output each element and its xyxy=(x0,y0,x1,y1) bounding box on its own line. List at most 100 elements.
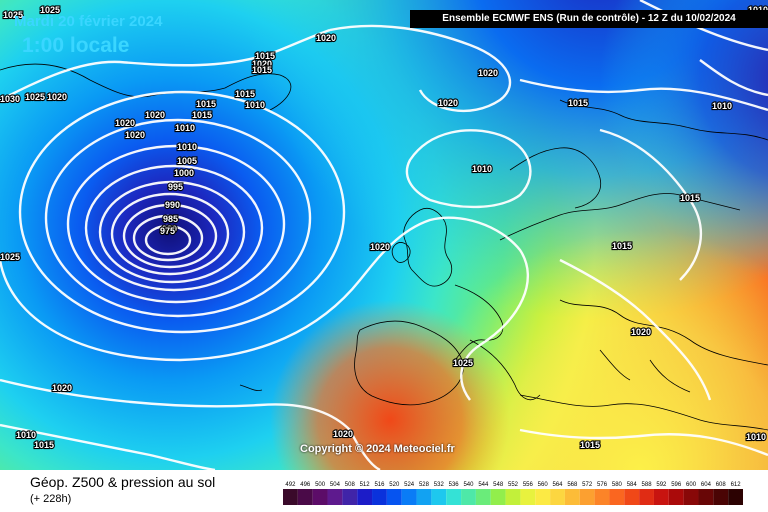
scale-swatch xyxy=(698,489,714,505)
isobar-label: 1010 xyxy=(746,432,766,442)
scale-tick-label: 600 xyxy=(686,482,697,488)
isobar-label: 1010 xyxy=(712,101,732,111)
isobar-label: 1020 xyxy=(370,242,390,252)
scale-swatch xyxy=(535,489,551,505)
isobar-label: 1020 xyxy=(333,429,353,439)
isobar-label: 1025 xyxy=(25,92,45,102)
isobar-label: 1000 xyxy=(174,168,194,178)
isobar-label: 1025 xyxy=(40,5,60,15)
scale-swatch xyxy=(446,489,462,505)
isobars xyxy=(0,0,768,470)
isobar-label: 1015 xyxy=(196,99,216,109)
scale-swatch xyxy=(520,489,536,505)
isobar-label: 1020 xyxy=(316,33,336,43)
scale-swatch xyxy=(372,489,387,505)
scale-swatch xyxy=(490,489,506,505)
isobar-label: 1020 xyxy=(631,327,651,337)
scale-tick-label: 556 xyxy=(523,482,534,488)
scale-tick-label: 508 xyxy=(345,482,356,488)
forecast-date: Mardi 20 février 2024 xyxy=(14,13,163,30)
scale-swatch xyxy=(357,489,373,505)
scale-tick-label: 520 xyxy=(389,482,400,488)
scale-swatch xyxy=(327,489,343,505)
scale-swatch xyxy=(297,489,313,505)
scale-tick-label: 540 xyxy=(463,482,474,488)
scale-tick-label: 576 xyxy=(597,482,608,488)
isobar-label: 1015 xyxy=(192,110,212,120)
scale-swatch xyxy=(416,489,432,505)
isobar-label: 1025 xyxy=(3,10,23,20)
isobar-label: 995 xyxy=(168,182,183,192)
isobar-label: 1020 xyxy=(115,118,135,128)
forecast-time: 1:00 locale xyxy=(22,34,130,57)
scale-swatch xyxy=(505,489,521,505)
scale-tick-label: 560 xyxy=(538,482,549,488)
scale-tick-label: 568 xyxy=(567,482,578,488)
isobar-label: 1015 xyxy=(252,65,272,75)
scale-swatch xyxy=(579,489,595,505)
scale-tick-label: 496 xyxy=(300,482,311,488)
scale-swatch xyxy=(312,489,328,505)
isobar-label: 1010 xyxy=(245,100,265,110)
scale-tick-label: 584 xyxy=(627,482,638,488)
parameter-label: Géop. Z500 & pression au sol xyxy=(30,474,216,490)
isobar-label: 1020 xyxy=(47,92,67,102)
scale-swatch xyxy=(713,489,729,505)
scale-swatch xyxy=(431,489,447,505)
scale-swatch xyxy=(401,489,417,505)
scale-tick-label: 500 xyxy=(315,482,326,488)
scale-tick-label: 512 xyxy=(360,482,371,488)
scale-swatch xyxy=(475,489,491,505)
isobar-label: 1020 xyxy=(478,68,498,78)
copyright: Copyright © 2024 Meteociel.fr xyxy=(300,443,455,455)
scale-swatch xyxy=(461,489,476,505)
scale-swatch xyxy=(594,489,610,505)
isobar-label: 1015 xyxy=(255,51,275,61)
scale-swatch xyxy=(564,489,580,505)
scale-swatch xyxy=(624,489,640,505)
isobar-label: 985 xyxy=(163,214,178,224)
isobar-label: 1010 xyxy=(16,430,36,440)
model-run-banner: Ensemble ECMWF ENS (Run de contrôle) - 1… xyxy=(410,10,768,28)
scale-tick-label: 528 xyxy=(419,482,430,488)
scale-swatch xyxy=(683,489,699,505)
scale-swatch xyxy=(386,489,402,505)
scale-tick-label: 580 xyxy=(612,482,623,488)
scale-tick-label: 504 xyxy=(330,482,341,488)
isobar-label: 1010 xyxy=(177,142,197,152)
isobar-label: 1015 xyxy=(235,89,255,99)
isobar-label: 1015 xyxy=(680,193,700,203)
isobar-label: 990 xyxy=(165,200,180,210)
isobar-label: 1010 xyxy=(472,164,492,174)
isobar-label: 1005 xyxy=(177,156,197,166)
isobar-label: 1015 xyxy=(34,440,54,450)
color-scale: 492 496 500 504 508 512 516 520 524 528 532 536 540 5… xyxy=(283,482,743,505)
scale-tick-label: 524 xyxy=(404,482,415,488)
isobar-label: 1030 xyxy=(0,94,20,104)
isobar-label: 1020 xyxy=(145,110,165,120)
scale-swatch xyxy=(550,489,565,505)
scale-swatch xyxy=(728,489,743,505)
scale-tick-label: 596 xyxy=(671,482,682,488)
scale-tick-label: 544 xyxy=(478,482,489,488)
scale-swatch xyxy=(342,489,358,505)
isobar-label: 1025 xyxy=(0,252,20,262)
scale-tick-label: 604 xyxy=(701,482,712,488)
scale-swatch xyxy=(283,489,298,505)
scale-tick-label: 572 xyxy=(582,482,593,488)
scale-tick-label: 588 xyxy=(642,482,653,488)
isobar-label: 1020 xyxy=(438,98,458,108)
isobar-label: 1015 xyxy=(612,241,632,251)
scale-tick-label: 532 xyxy=(434,482,445,488)
scale-swatch xyxy=(639,489,654,505)
low-center-label: 975 xyxy=(160,226,175,236)
isobar-label: 980 xyxy=(162,224,177,234)
scale-tick-label: 592 xyxy=(656,482,667,488)
scale-tick-label: 536 xyxy=(449,482,460,488)
isobar-label: 1010 xyxy=(175,123,195,133)
isobar-label: 1015 xyxy=(568,98,588,108)
isobar-label: 1020 xyxy=(52,383,72,393)
scale-tick-label: 612 xyxy=(731,482,742,488)
isobar-label: 1015 xyxy=(580,440,600,450)
